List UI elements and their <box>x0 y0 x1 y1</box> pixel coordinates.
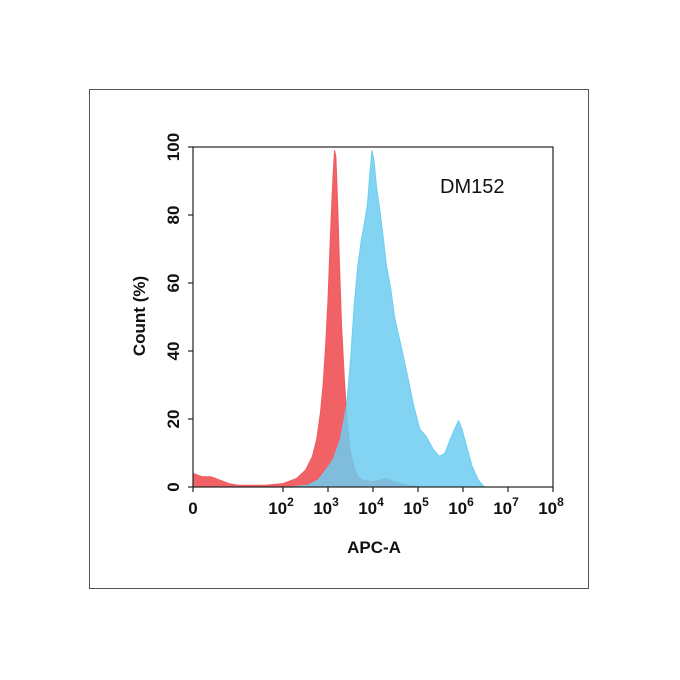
x-tick-label: 106 <box>448 495 474 518</box>
x-tick-label: 102 <box>268 495 294 518</box>
x-tick-label: 103 <box>313 495 339 518</box>
x-tick-label: 105 <box>403 495 429 518</box>
series-layer <box>192 150 486 488</box>
y-tick-label: 80 <box>164 206 183 225</box>
sample-annotation: DM152 <box>440 176 504 198</box>
y-tick-label: 0 <box>164 482 183 491</box>
x-axis-ticks: 0 102 103 104 105 106 107 108 <box>188 487 564 518</box>
x-tick-label: 107 <box>493 495 519 518</box>
y-axis-ticks: 0 20 40 60 80 100 <box>164 133 193 492</box>
y-tick-label: 20 <box>164 410 183 429</box>
x-tick-label: 108 <box>538 495 564 518</box>
y-tick-label: 100 <box>164 133 183 161</box>
y-tick-label: 40 <box>164 342 183 361</box>
y-tick-label: 60 <box>164 274 183 293</box>
x-tick-label: 104 <box>358 495 384 518</box>
x-axis-label: APC-A <box>347 538 401 557</box>
series-area-2 <box>290 150 486 488</box>
x-tick-label: 0 <box>188 499 197 518</box>
y-axis-label: Count (%) <box>130 276 149 356</box>
